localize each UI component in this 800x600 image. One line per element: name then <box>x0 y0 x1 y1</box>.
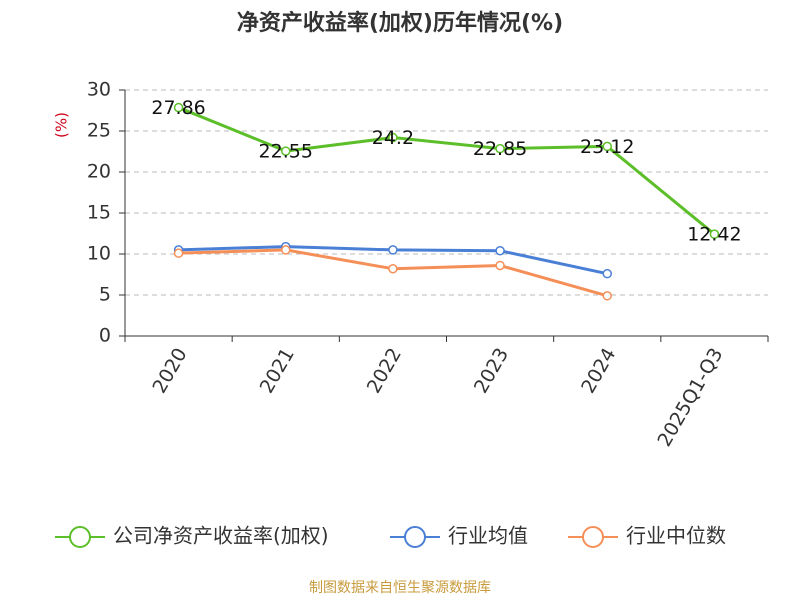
point <box>495 260 505 271</box>
y-tick-label: 25 <box>87 120 111 142</box>
x-tick-label: 2023 <box>470 344 513 397</box>
point <box>388 264 398 274</box>
legend-marker <box>404 526 426 548</box>
point <box>388 132 398 143</box>
y-tick-label: 20 <box>87 161 111 183</box>
y-tick-label: 5 <box>99 284 111 306</box>
x-tick-label: 2024 <box>577 344 620 397</box>
point <box>602 141 612 152</box>
x-tick-label: 2022 <box>363 344 406 397</box>
series-line <box>178 106 716 236</box>
point <box>495 245 505 256</box>
data-label: 12.42 <box>687 224 741 246</box>
y-tick-label: 30 <box>87 79 111 101</box>
y-axis-label: (%) <box>53 112 71 138</box>
legend-label: 行业均值 <box>448 524 528 548</box>
y-tick-label: 0 <box>99 325 111 347</box>
point <box>388 245 398 255</box>
point <box>173 248 184 258</box>
legend-marker <box>69 526 91 548</box>
x-tick-label: 2020 <box>148 344 191 397</box>
point <box>281 245 291 255</box>
data-label: 22.85 <box>473 138 527 160</box>
legend-marker <box>582 526 604 548</box>
point <box>602 268 612 279</box>
source-note: 制图数据来自恒生聚源数据库 <box>309 580 491 596</box>
chart-title: 净资产收益率(加权)历年情况(%) <box>237 10 563 36</box>
point <box>709 229 720 239</box>
data-label: 23.12 <box>580 136 634 158</box>
x-tick-label: 2025Q1-Q3 <box>653 344 727 450</box>
point <box>281 146 291 156</box>
data-label: 27.86 <box>151 97 205 119</box>
point <box>495 143 505 154</box>
y-tick-label: 10 <box>87 243 111 265</box>
point <box>173 102 184 113</box>
point <box>602 291 612 301</box>
data-label: 22.55 <box>259 141 313 163</box>
legend-label: 公司净资产收益率(加权) <box>113 524 329 548</box>
x-tick-label: 2021 <box>256 344 299 397</box>
legend-label: 行业中位数 <box>626 524 726 548</box>
data-label: 24.2 <box>372 127 414 149</box>
y-tick-label: 15 <box>87 202 111 224</box>
